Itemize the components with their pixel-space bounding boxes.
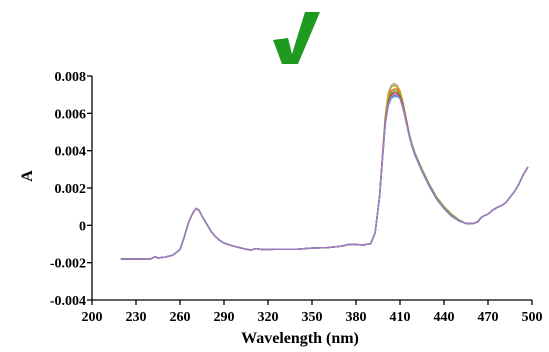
y-axis-title: A [19,170,36,182]
series-line-6 [120,90,529,260]
series-line-1 [120,93,529,260]
x-tick-label: 500 [522,310,543,325]
x-tick-label: 260 [170,310,191,325]
y-tick-label: -0.002 [50,257,86,272]
series-line-9 [120,93,529,260]
y-tick-label: 0.002 [55,182,87,197]
series-line-3 [120,82,529,260]
y-tick-label: 0 [79,219,86,234]
x-tick-label: 440 [434,310,455,325]
axis-ticks: 200 230 260 290 320 350 380 410 440 470 500 -0.004 -… [50,70,543,325]
y-tick-label: -0.004 [50,294,86,309]
y-tick-label: 0.008 [55,70,87,85]
series-line-2 [120,88,529,260]
x-tick-label: 230 [126,310,147,325]
check-mark-icon [273,12,320,64]
x-tick-label: 350 [302,310,323,325]
x-tick-label: 380 [346,310,367,325]
series-line-8 [120,92,529,260]
series-group [120,82,529,260]
x-tick-label: 470 [478,310,499,325]
x-tick-label: 290 [214,310,235,325]
series-line-7 [120,93,529,260]
x-tick-label: 320 [258,310,279,325]
series-line-4 [120,84,529,260]
series-line-5 [120,95,529,260]
y-tick-label: 0.006 [55,107,87,122]
x-tick-label: 200 [82,310,103,325]
x-axis-title: Wavelength (nm) [241,330,359,347]
y-tick-label: 0.004 [55,145,87,160]
x-tick-label: 410 [390,310,411,325]
